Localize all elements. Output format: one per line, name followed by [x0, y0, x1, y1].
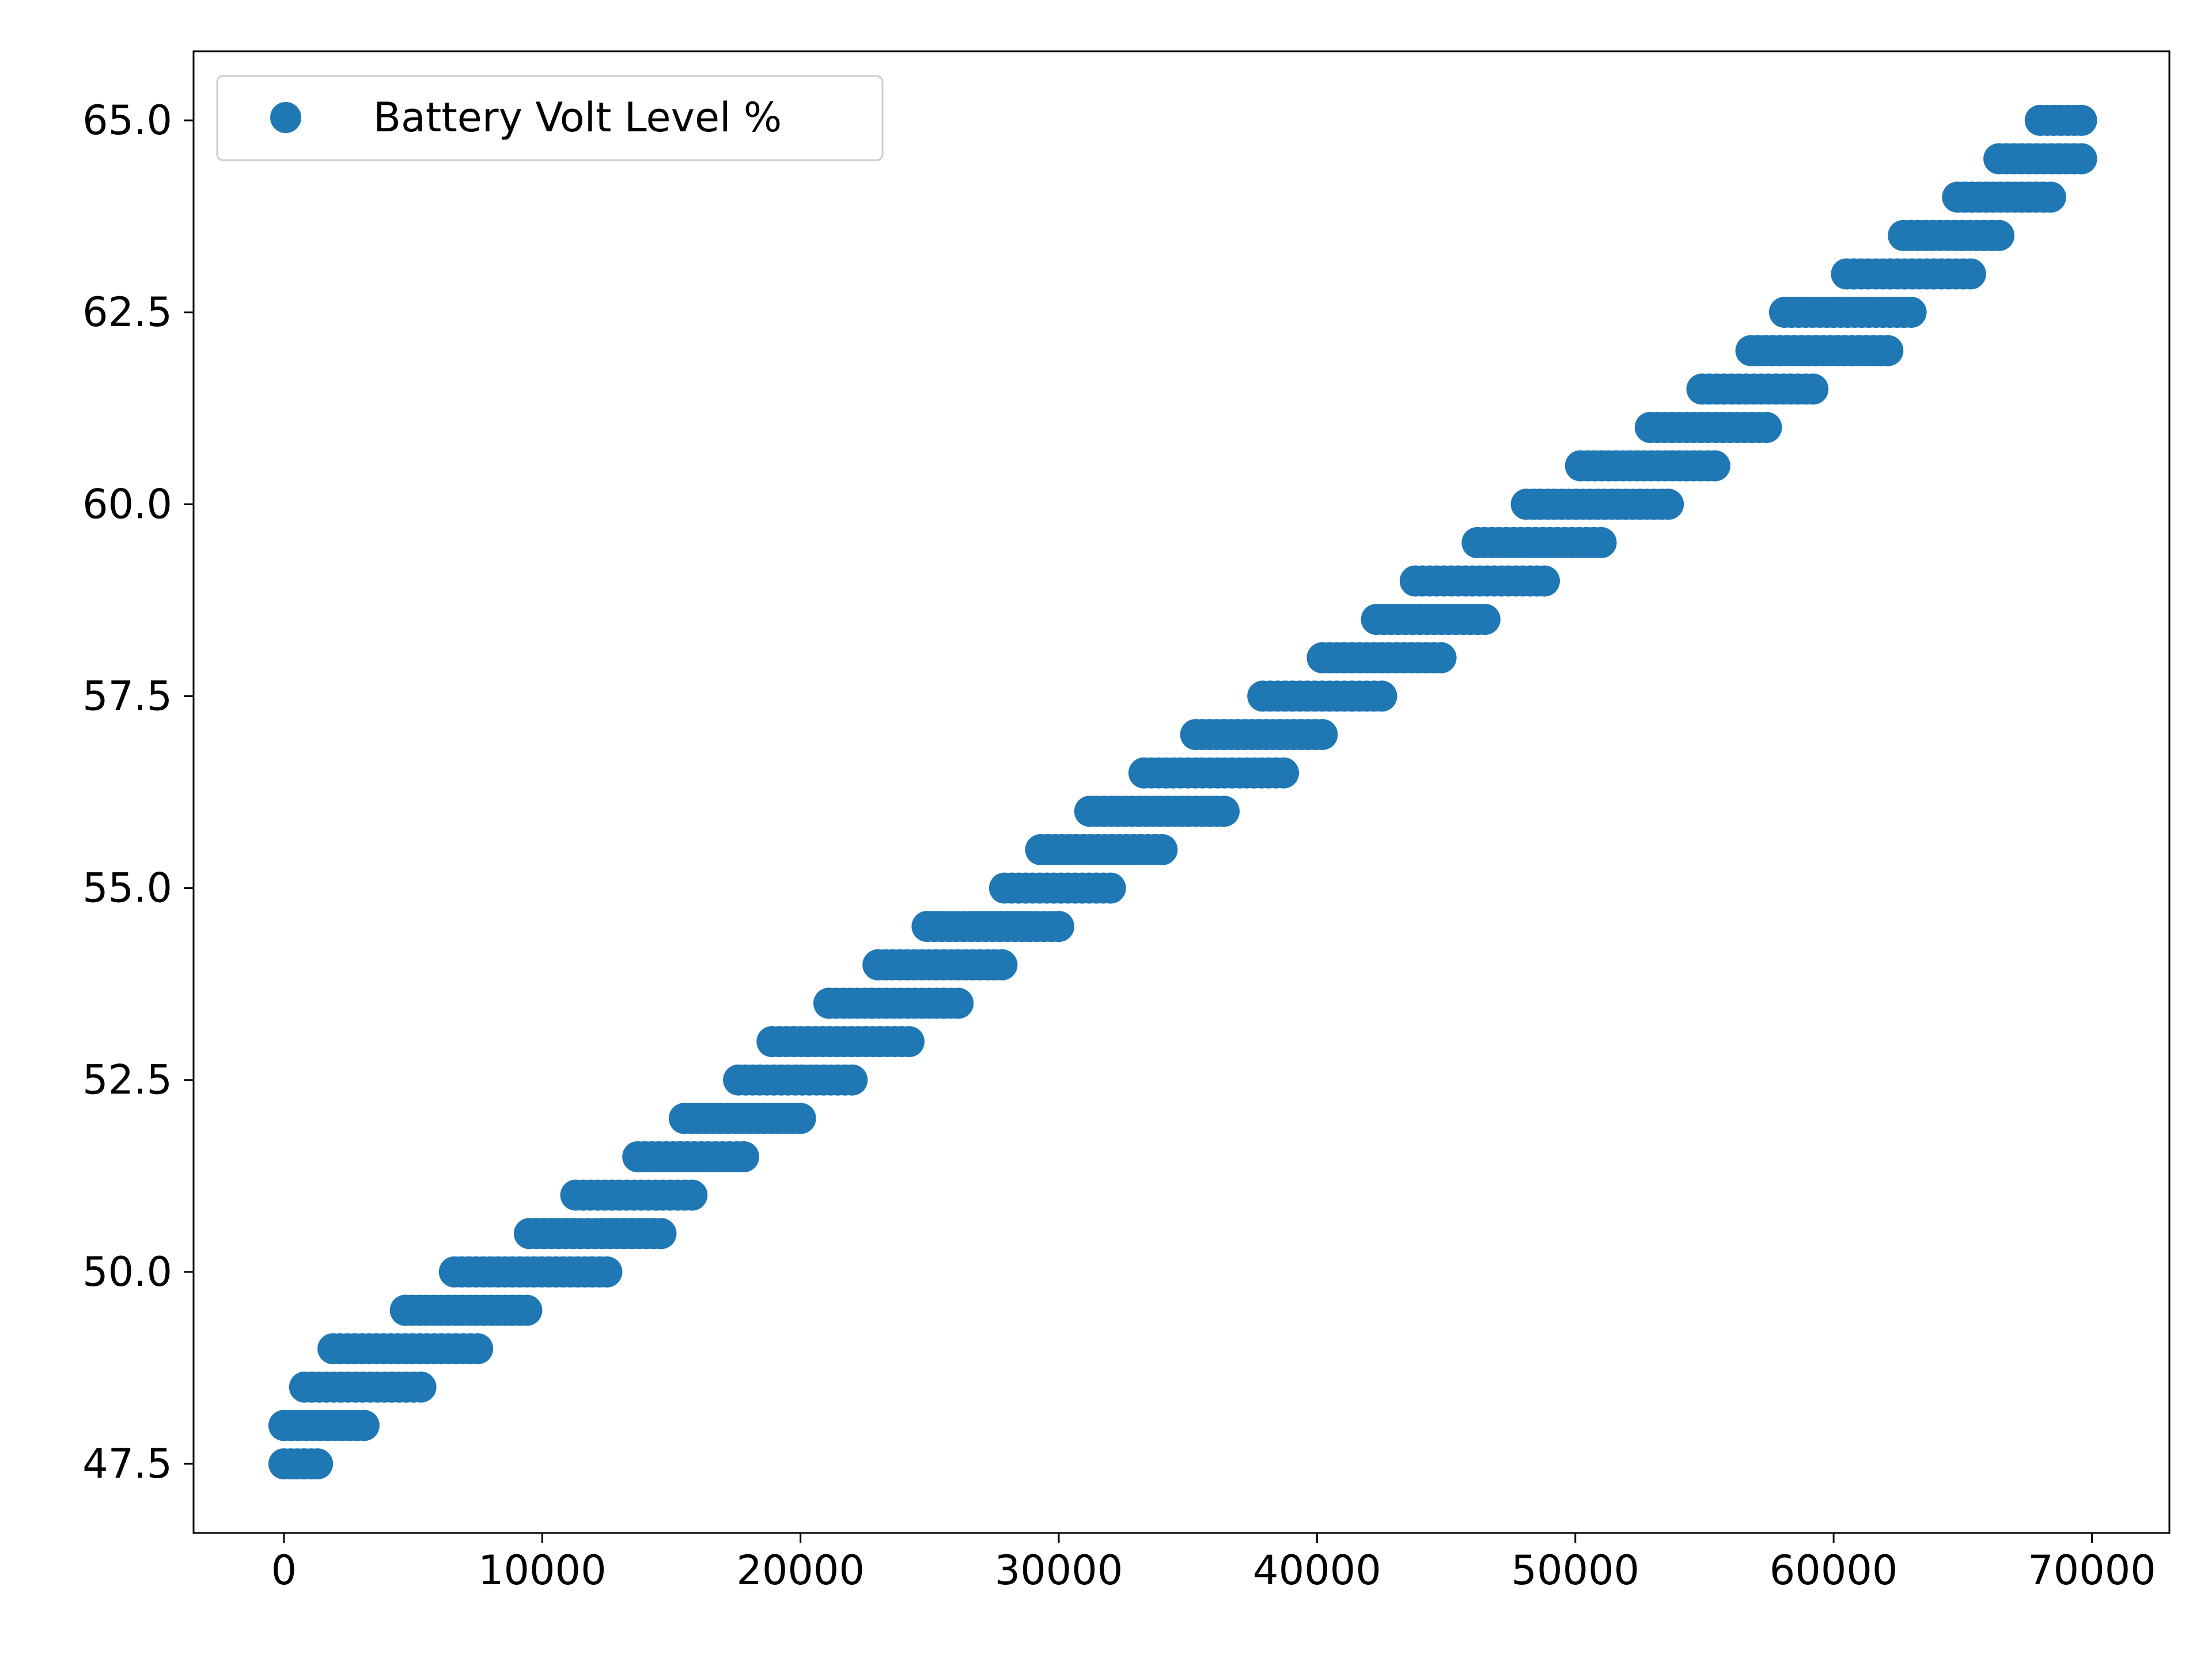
data-point	[1094, 872, 1126, 904]
data-point	[1366, 680, 1397, 712]
data-point	[1751, 412, 1782, 443]
data-point	[1983, 219, 2015, 251]
legend-marker-icon	[270, 102, 301, 133]
data-point	[1209, 796, 1240, 827]
x-tick-label: 10000	[478, 1547, 607, 1594]
y-tick-label: 60.0	[82, 480, 172, 528]
legend: Battery Volt Level %	[216, 75, 884, 161]
data-point	[511, 1294, 543, 1326]
y-tick-label: 52.5	[82, 1057, 172, 1104]
data-point	[942, 987, 974, 1019]
data-point	[1529, 565, 1560, 597]
data-point	[1699, 450, 1730, 482]
legend-label: Battery Volt Level %	[373, 94, 782, 141]
data-point	[1797, 373, 1829, 405]
data-point	[1425, 642, 1457, 673]
data-point	[986, 949, 1018, 980]
data-point	[2035, 181, 2066, 213]
y-tick-label: 65.0	[82, 97, 172, 144]
data-point	[591, 1256, 623, 1288]
data-point	[1955, 258, 1986, 290]
y-tick-label: 55.0	[82, 865, 172, 912]
data-point	[2066, 104, 2097, 136]
data-point	[728, 1141, 759, 1172]
data-point	[836, 1064, 868, 1096]
data-point	[1268, 757, 1300, 789]
data-point	[1043, 911, 1074, 942]
x-axis: 0 10000 20000 30000 40000 50000 60000 70000	[271, 1533, 2156, 1594]
data-point	[405, 1371, 437, 1403]
data-point	[348, 1410, 380, 1441]
data-point	[893, 1026, 925, 1058]
data-point	[2066, 143, 2097, 175]
data-point	[1306, 719, 1338, 751]
y-tick-label: 57.5	[82, 672, 172, 720]
legend-box	[216, 75, 884, 161]
data-point	[645, 1218, 677, 1250]
data-point	[676, 1179, 708, 1211]
y-axis: 47.5 50.0 52.5 55.0 57.5 60.0 62.5 65.0	[82, 97, 194, 1487]
data-point	[1469, 604, 1501, 635]
data-point	[785, 1103, 816, 1134]
data-point	[1653, 489, 1684, 520]
x-tick-label: 0	[271, 1547, 297, 1594]
data-point	[462, 1333, 494, 1365]
x-tick-label: 70000	[2028, 1547, 2156, 1594]
data-point	[1585, 527, 1617, 558]
x-tick-label: 20000	[736, 1547, 865, 1594]
x-tick-label: 30000	[995, 1547, 1123, 1594]
x-tick-label: 40000	[1253, 1547, 1381, 1594]
y-tick-label: 62.5	[82, 289, 172, 336]
plot-frame	[192, 50, 2171, 1534]
data-point	[1872, 335, 1904, 366]
data-point	[302, 1448, 334, 1480]
data-points	[268, 104, 2097, 1480]
x-tick-label: 60000	[1770, 1547, 1898, 1594]
data-point	[1895, 297, 1927, 328]
data-point	[1146, 834, 1178, 865]
y-tick-label: 47.5	[82, 1440, 172, 1487]
x-tick-label: 50000	[1511, 1547, 1639, 1594]
y-tick-label: 50.0	[82, 1248, 172, 1296]
